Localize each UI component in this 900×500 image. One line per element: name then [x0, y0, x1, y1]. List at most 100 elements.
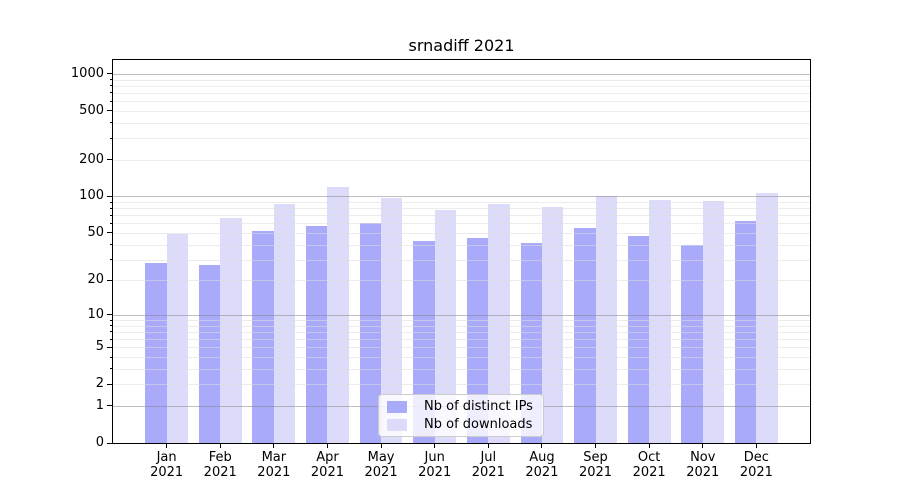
x-tick-line1: Feb [208, 450, 232, 465]
bar-ips-jan [145, 263, 167, 443]
x-tick-line2: 2021 [257, 465, 291, 480]
x-tick-line2: 2021 [150, 465, 184, 480]
bar-ips-jul [466, 238, 489, 443]
legend-item-ips: Nb of distinct IPs [387, 399, 533, 414]
y-minortick-6 [109, 338, 113, 340]
y-minortick-70 [109, 214, 113, 216]
x-tick-line2: 2021 [310, 465, 344, 480]
bar-ips-oct [627, 236, 650, 443]
x-tick-label-feb: Feb 2021 [188, 450, 252, 480]
x-tick-line1: Aug [529, 450, 555, 465]
y-tick-label-1: 1 [95, 397, 104, 413]
y-tick-label-2: 2 [95, 376, 104, 392]
bar-downloads-jan [166, 234, 188, 443]
legend-swatch-ips [387, 400, 407, 413]
x-tick-apr [326, 443, 328, 448]
y-minortick-600 [109, 100, 113, 102]
legend-label: Nb of downloads [424, 417, 533, 432]
y-minortick-30 [109, 259, 113, 261]
bar-ips-sep [574, 227, 596, 443]
y-tick-label-500: 500 [79, 102, 104, 118]
y-tick-10 [107, 314, 113, 316]
y-tick-0 [107, 442, 113, 444]
x-tick-label-mar: Mar 2021 [242, 450, 306, 480]
y-tick-2 [107, 383, 113, 385]
x-tick-label-sep: Sep 2021 [564, 450, 628, 480]
x-tick-line1: Nov [690, 450, 716, 465]
x-tick-line2: 2021 [739, 465, 773, 480]
y-minortick-90 [109, 201, 113, 203]
bar-ips-mar [252, 230, 274, 443]
x-tick-line1: Sep [583, 450, 608, 465]
gridline-major-1000 [113, 73, 810, 75]
gridline-minor-800 [113, 85, 810, 87]
bar-downloads-apr [327, 186, 349, 443]
gridline-minor-900 [113, 79, 810, 81]
x-tick-jan [166, 443, 168, 448]
y-tick-20 [107, 279, 113, 281]
y-tick-label-50: 50 [87, 224, 104, 240]
y-tick-500 [107, 110, 113, 112]
y-tick-label-5: 5 [95, 339, 104, 355]
x-tick-label-apr: Apr 2021 [295, 450, 359, 480]
legend-item-downloads: Nb of downloads [387, 417, 533, 432]
bar-ips-jun [413, 240, 435, 443]
bar-downloads-mar [273, 204, 296, 443]
y-minortick-80 [109, 207, 113, 209]
y-minortick-900 [109, 79, 113, 81]
y-minortick-40 [109, 244, 113, 246]
legend-swatch-downloads [387, 418, 407, 431]
plot-area [112, 59, 811, 444]
bar-downloads-sep [595, 195, 617, 443]
y-tick-50 [107, 232, 113, 234]
bar-ips-aug [520, 243, 542, 443]
x-tick-line1: Oct [637, 450, 661, 465]
bar-ips-dec [734, 220, 757, 443]
x-tick-jul [487, 443, 489, 448]
x-tick-line1: Jul [480, 450, 497, 465]
x-tick-line2: 2021 [364, 465, 398, 480]
gridline-major-100 [113, 196, 810, 198]
x-tick-line2: 2021 [203, 465, 237, 480]
y-minortick-7 [109, 331, 113, 333]
x-tick-oct [648, 443, 650, 448]
x-tick-label-aug: Aug 2021 [510, 450, 574, 480]
bar-downloads-oct [649, 200, 671, 443]
y-tick-label-100: 100 [79, 188, 104, 204]
x-tick-aug [541, 443, 543, 448]
gridline-minor-500 [113, 110, 810, 112]
x-tick-feb [219, 443, 221, 448]
y-minortick-3 [109, 368, 113, 370]
y-minortick-8 [109, 325, 113, 327]
bar-ips-may [359, 223, 382, 443]
bar-ips-nov [681, 244, 703, 443]
x-tick-jun [434, 443, 436, 448]
x-tick-line1: Mar [261, 450, 287, 465]
y-minortick-300 [109, 137, 113, 139]
y-tick-1000 [107, 73, 113, 75]
x-tick-dec [755, 443, 757, 448]
x-tick-line1: May [367, 450, 395, 465]
x-tick-label-may: May 2021 [349, 450, 413, 480]
legend: Nb of distinct IPs Nb of downloads [378, 394, 544, 437]
bar-downloads-dec [756, 192, 778, 443]
x-tick-line2: 2021 [418, 465, 452, 480]
x-tick-may [380, 443, 382, 448]
gridline-minor-600 [113, 101, 810, 103]
y-tick-label-0: 0 [95, 435, 104, 450]
x-tick-mar [273, 443, 275, 448]
bar-downloads-aug [541, 206, 564, 443]
gridline-minor-400 [113, 122, 810, 124]
bar-ips-feb [198, 265, 221, 443]
y-tick-100 [107, 195, 113, 197]
x-tick-line2: 2021 [578, 465, 613, 480]
gridline-minor-300 [113, 138, 810, 140]
bar-downloads-feb [220, 218, 242, 443]
x-tick-line1: Apr [316, 450, 339, 465]
gridline-minor-200 [113, 159, 810, 161]
y-minortick-800 [109, 85, 113, 87]
x-tick-line1: Dec [743, 450, 769, 465]
y-tick-200 [107, 159, 113, 161]
x-tick-label-oct: Oct 2021 [617, 450, 681, 480]
